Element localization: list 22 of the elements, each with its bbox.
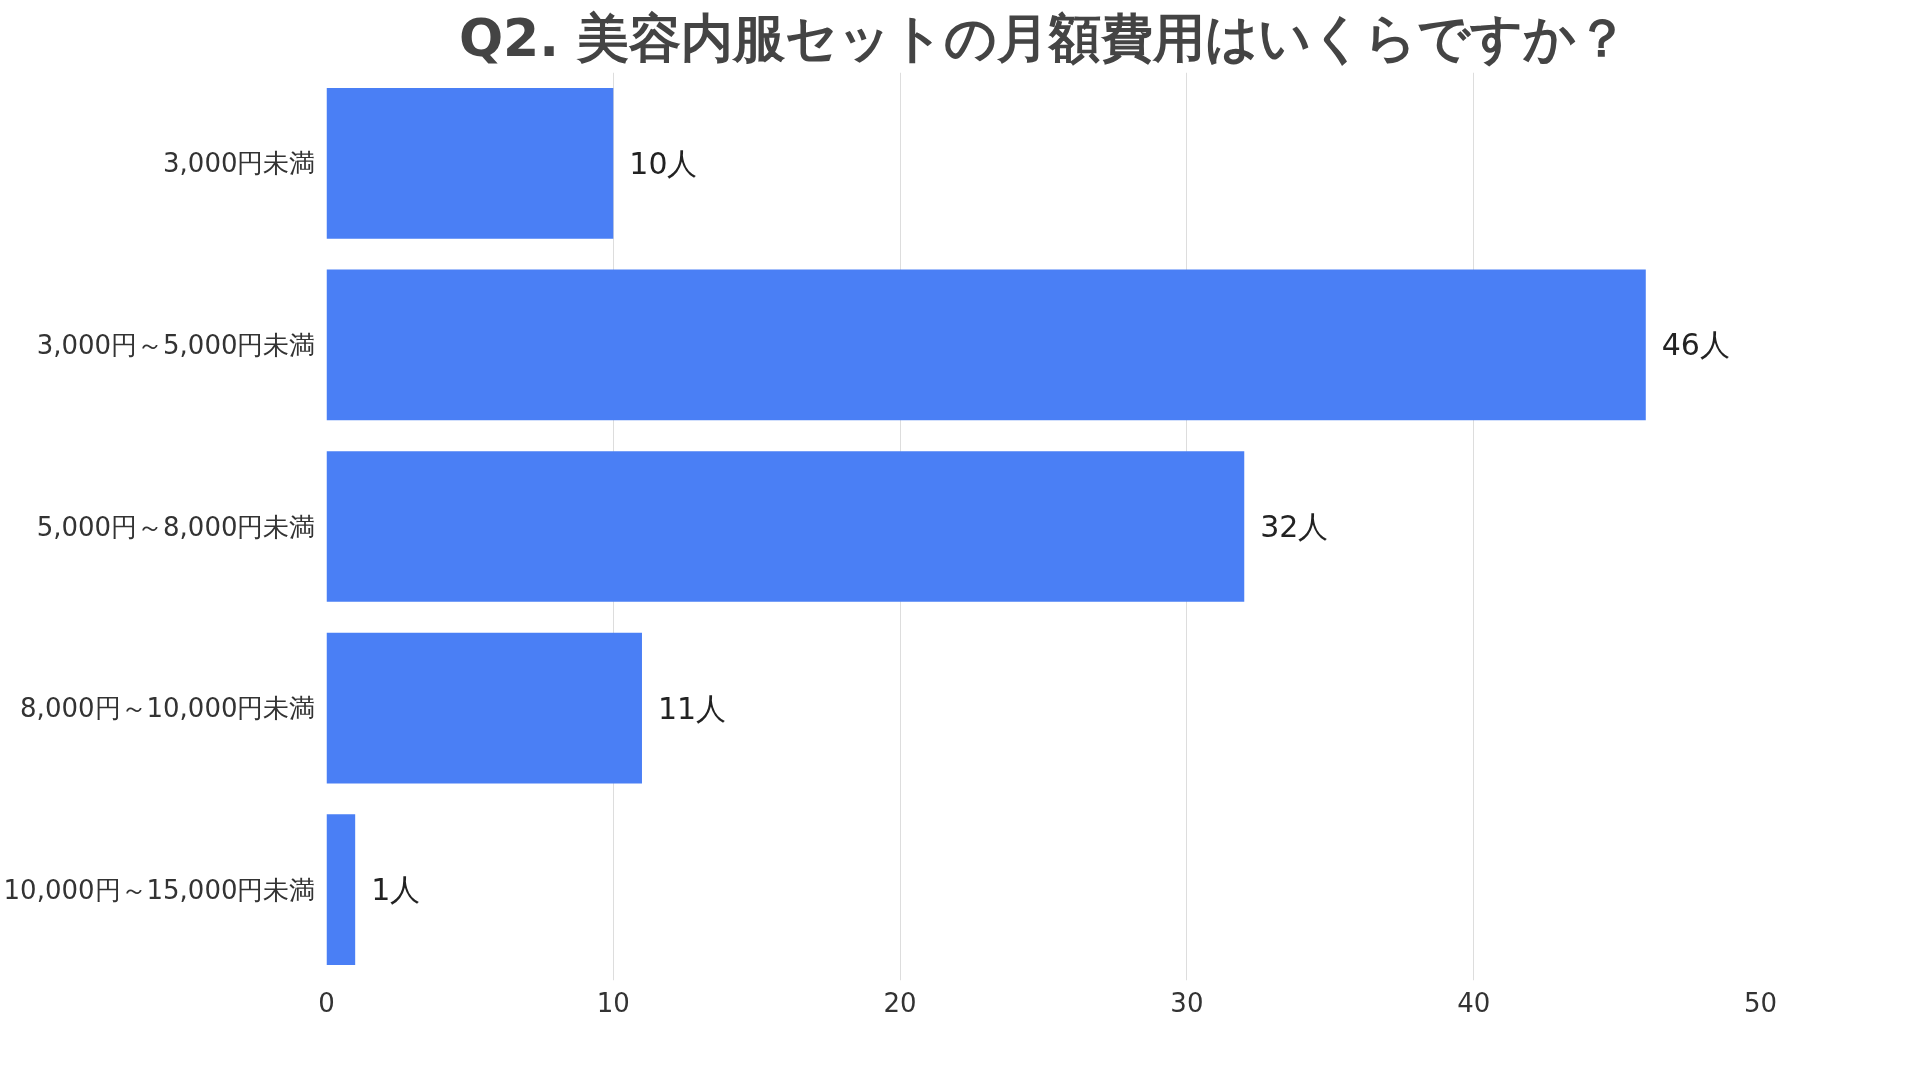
x-tick-label: 20 [883,987,917,1018]
y-tick-label: 3,000円未満 [163,148,316,179]
data-label: 46人 [1661,327,1730,363]
data-label: 32人 [1260,509,1329,544]
bar [326,632,642,784]
y-tick-label: 5,000円～8,000円未満 [36,511,316,542]
y-tick-label: 3,000円～5,000円未満 [36,329,316,360]
data-label: 1人 [371,872,421,908]
x-tick-label: 30 [1170,987,1204,1018]
bar [326,87,614,239]
chart-title: Q2. 美容内服セットの月額費用はいくらですか？ [458,7,1629,68]
bar [326,814,356,966]
x-tick-label: 10 [596,987,630,1018]
x-tick-label: 40 [1457,987,1491,1018]
x-tick-label: 0 [318,987,335,1018]
y-tick-label: 10,000円～15,000円未満 [3,874,316,905]
x-tick-label: 50 [1743,987,1778,1018]
bar [326,269,1646,421]
y-tick-label: 8,000円～10,000円未満 [20,693,316,724]
data-label: 10人 [629,145,698,181]
bar [326,451,1245,602]
data-label: 11人 [657,690,727,726]
